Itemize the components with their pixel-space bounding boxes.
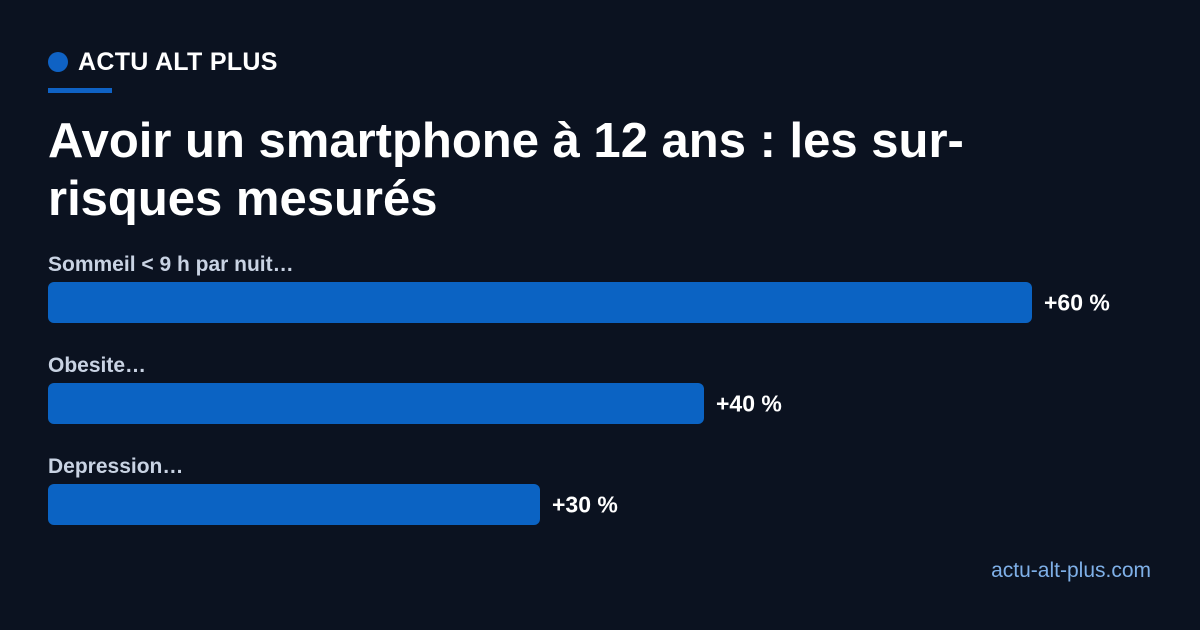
brand-name: ACTU ALT PLUS — [78, 48, 278, 76]
brand: ACTU ALT PLUS — [48, 48, 278, 76]
value-label: +60 % — [1044, 290, 1110, 316]
bar — [48, 383, 704, 424]
value-label: +40 % — [716, 391, 782, 417]
brand-underline — [48, 88, 112, 93]
bar — [48, 282, 1032, 323]
brand-dot-icon — [48, 52, 68, 72]
source-link[interactable]: actu-alt-plus.com — [991, 559, 1151, 582]
chart-title: Avoir un smartphone à 12 ans : les sur-r… — [48, 114, 964, 226]
value-label: +30 % — [552, 492, 618, 518]
category-label: Obesite… — [48, 354, 146, 377]
bar — [48, 484, 540, 525]
category-label: Sommeil < 9 h par nuit… — [48, 253, 294, 276]
category-label: Depression… — [48, 455, 183, 478]
